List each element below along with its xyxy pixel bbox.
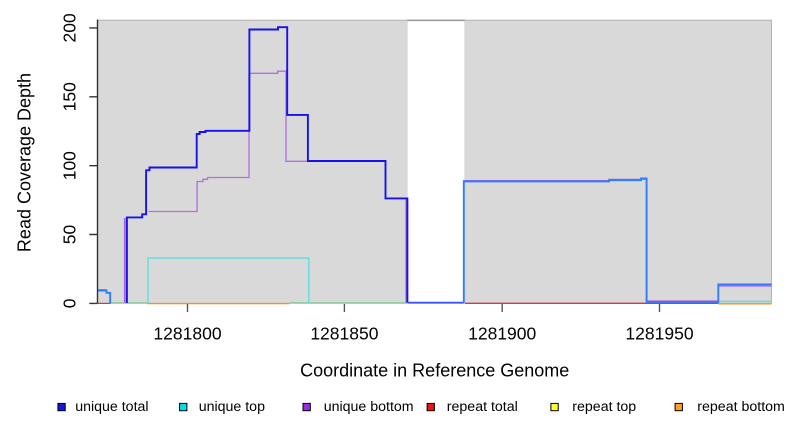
- svg-text:unique top: unique top: [199, 399, 265, 415]
- svg-text:100: 100: [60, 151, 80, 180]
- svg-text:unique bottom: unique bottom: [324, 399, 414, 415]
- svg-text:repeat top: repeat top: [572, 399, 636, 415]
- svg-text:unique total: unique total: [75, 399, 148, 415]
- svg-text:repeat bottom: repeat bottom: [697, 399, 785, 415]
- svg-text:150: 150: [60, 82, 80, 111]
- svg-text:1281900: 1281900: [468, 323, 536, 343]
- svg-text:1281950: 1281950: [625, 323, 693, 343]
- svg-text:repeat total: repeat total: [447, 399, 518, 415]
- svg-text:1281800: 1281800: [153, 323, 221, 343]
- svg-text:Coordinate in Reference Genome: Coordinate in Reference Genome: [300, 361, 569, 381]
- svg-text:1281850: 1281850: [310, 323, 378, 343]
- svg-text:0: 0: [60, 298, 80, 308]
- svg-text:200: 200: [60, 13, 80, 42]
- svg-text:Read Coverage Depth: Read Coverage Depth: [14, 73, 34, 252]
- svg-text:50: 50: [60, 225, 80, 245]
